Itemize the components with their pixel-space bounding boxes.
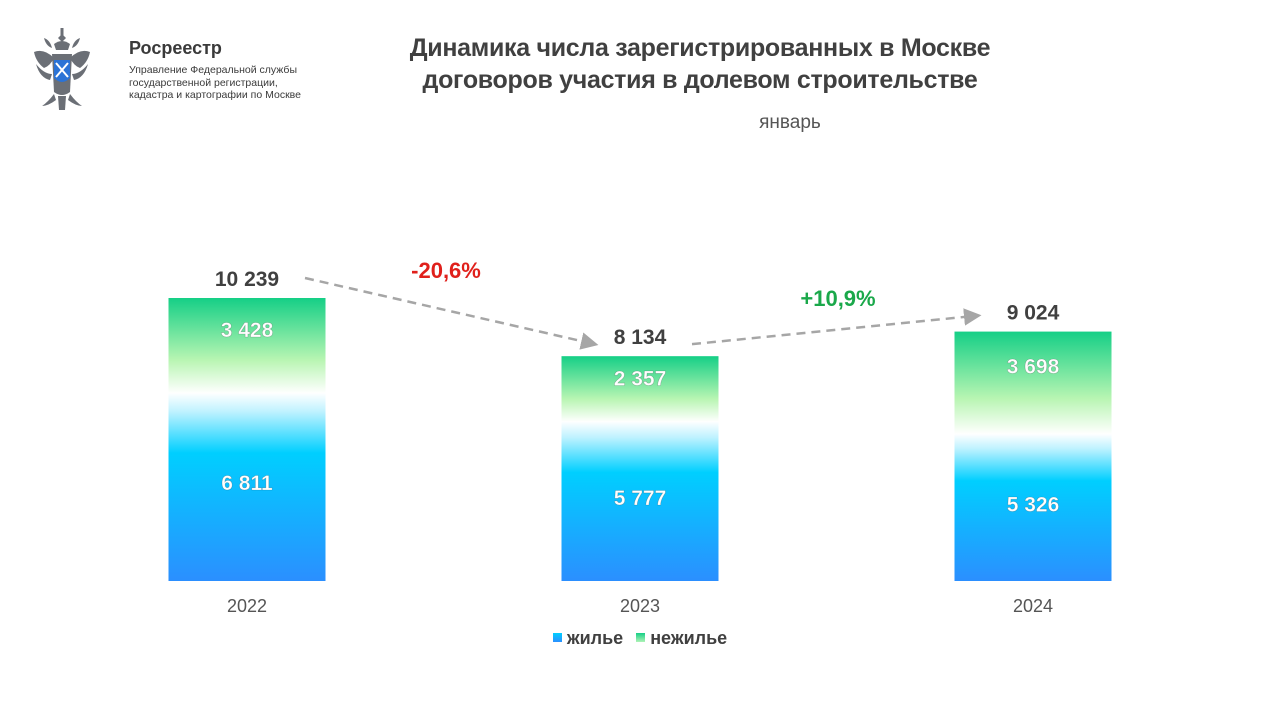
change-arrow-2 (691, 308, 982, 346)
legend-item-nonresidential: нежилье (636, 628, 727, 649)
double-headed-eagle-emblem (34, 28, 90, 110)
x-tick-label-2024: 2024 (1013, 596, 1053, 616)
legend-label-residential: жилье (566, 628, 624, 648)
x-tick-label-2022: 2022 (227, 596, 267, 616)
legend-label-nonresidential: нежилье (650, 628, 728, 648)
total-label-2022: 10 239 (215, 268, 279, 291)
chart-title: Динамика числа зарегистрированных в Моск… (409, 34, 991, 94)
rosreestr-logo: Росреестр Управление Федеральной службы … (32, 28, 312, 128)
org-subtitle: Управление Федеральной службы государств… (129, 64, 301, 101)
bar-residential-2022 (168, 392, 326, 581)
data-label-residential-2022: 6 811 (221, 472, 273, 495)
data-label-nonresidential-2022: 3 428 (221, 319, 274, 342)
chart-subtitle: январь (759, 112, 821, 133)
data-label-residential-2024: 5 326 (1007, 493, 1060, 516)
total-label-2024: 9 024 (1007, 302, 1060, 325)
x-tick-label-2023: 2023 (620, 596, 660, 616)
change-arrow-1 (304, 276, 599, 350)
chart-legend: жилье нежилье (0, 628, 1280, 649)
change-label-2: +10,9% (800, 286, 875, 311)
legend-swatch-residential (552, 632, 562, 642)
org-name: Росреестр (129, 38, 222, 58)
change-label-1: -20,6% (411, 258, 481, 283)
legend-swatch-nonresidential (636, 632, 646, 642)
bar-residential-2023 (561, 421, 719, 581)
bar-nonresidential-2023 (561, 356, 719, 422)
legend-item-residential: жилье (552, 628, 624, 649)
bar-nonresidential-2022 (168, 298, 326, 394)
bar-residential-2024 (954, 433, 1112, 581)
total-label-2023: 8 134 (614, 326, 667, 349)
bar-nonresidential-2024 (954, 331, 1112, 435)
data-label-nonresidential-2023: 2 357 (614, 367, 667, 390)
data-label-nonresidential-2024: 3 698 (1007, 355, 1060, 378)
data-label-residential-2023: 5 777 (614, 487, 667, 510)
